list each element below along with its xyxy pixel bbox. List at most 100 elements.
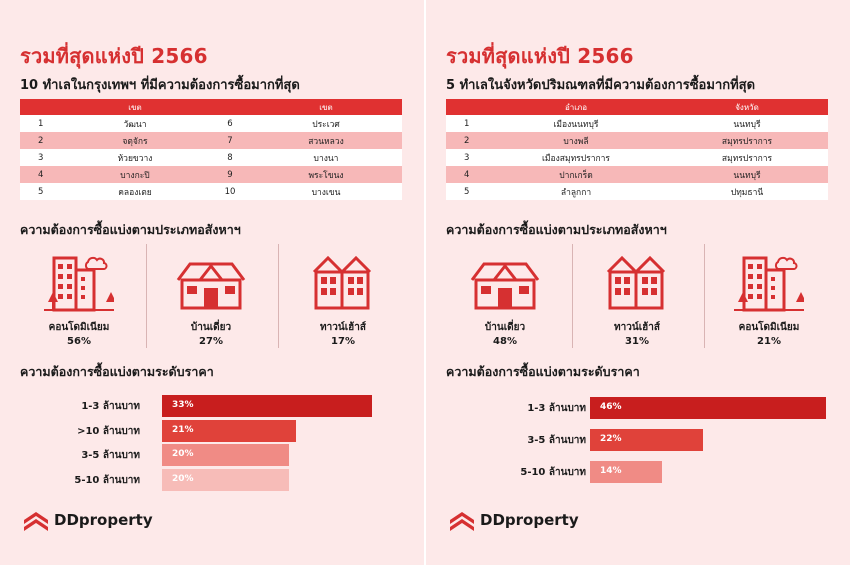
table-header	[210, 99, 250, 115]
price-bar-value: 14%	[600, 466, 622, 476]
type-label: บ้านเดี่ยว	[484, 322, 526, 333]
table-row: 5 คลองเตย 10 บางเขน	[20, 183, 402, 200]
rank-cell: 7	[210, 132, 250, 149]
type-label: คอนโดมิเนียม	[48, 322, 110, 333]
province-cell: นนทบุรี	[666, 115, 828, 132]
price-range-heading: ความต้องการซื้อแบ่งตามระดับราคา	[446, 364, 640, 379]
table-header: จังหวัด	[666, 99, 828, 115]
type-item: คอนโดมิเนียม 21%	[710, 244, 828, 354]
type-label: ทาวน์เฮ้าส์	[320, 322, 366, 333]
townhouse-icon	[606, 255, 666, 310]
district-cell: ลำลูกกา	[486, 183, 666, 200]
panel-title: รวมที่สุดแห่งปี 2566	[446, 44, 634, 68]
district-ranking-table: เขต เขต 1 วัฒนา 6 ประเวศ 2 จตุจักร 7 สวน…	[20, 99, 402, 200]
district-cell: บางกะปิ	[60, 166, 210, 183]
price-bar-row: 5-10 ล้านบาท 14%	[426, 461, 850, 483]
suburbs-panel: รวมที่สุดแห่งปี 2566 5 ทำเลในจังหวัดปริม…	[426, 0, 850, 565]
price-bar: 20%	[162, 468, 289, 491]
townhouse-icon	[312, 255, 372, 310]
table-row: 1 วัฒนา 6 ประเวศ	[20, 115, 402, 132]
rank-cell: 10	[210, 183, 250, 200]
district-cell: วัฒนา	[60, 115, 210, 132]
price-bar-row: 3-5 ล้านบาท 20%	[0, 444, 424, 466]
table-header	[446, 99, 486, 115]
table-header	[20, 99, 60, 115]
price-bar-row: >10 ล้านบาท 21%	[0, 419, 424, 442]
price-bar-value: 46%	[600, 402, 622, 412]
table-header: เขต	[250, 99, 402, 115]
house-icon	[470, 262, 540, 310]
logo-text: DDproperty	[480, 511, 579, 529]
district-cell: บางนา	[250, 149, 402, 166]
district-cell: พระโขนง	[250, 166, 402, 183]
price-bar: 33%	[162, 395, 372, 417]
type-percent: 48%	[493, 336, 517, 347]
property-type-heading: ความต้องการซื้อแบ่งตามประเภทอสังหาฯ	[20, 222, 241, 237]
condo-icon	[44, 256, 114, 312]
type-percent: 17%	[331, 336, 355, 347]
price-range-heading: ความต้องการซื้อแบ่งตามระดับราคา	[20, 364, 214, 379]
table-header-row: อำเภอ จังหวัด	[446, 99, 828, 115]
type-percent: 31%	[625, 336, 649, 347]
price-bar-label: 3-5 ล้านบาท	[81, 450, 140, 461]
price-bar-label: 5-10 ล้านบาท	[520, 467, 586, 478]
rank-cell: 6	[210, 115, 250, 132]
rank-cell: 2	[20, 132, 60, 149]
type-label: บ้านเดี่ยว	[190, 322, 232, 333]
ddproperty-logo-icon	[450, 512, 474, 531]
panel-title: รวมที่สุดแห่งปี 2566	[20, 44, 208, 68]
rank-cell: 9	[210, 166, 250, 183]
price-bar-label: 5-10 ล้านบาท	[74, 474, 140, 486]
district-cell: คลองเตย	[60, 183, 210, 200]
price-bar-value: 33%	[172, 400, 194, 410]
divider	[146, 244, 147, 348]
type-item: ทาวน์เฮ้าส์ 31%	[578, 244, 696, 354]
type-item: บ้านเดี่ยว 48%	[446, 244, 564, 354]
property-type-breakdown: บ้านเดี่ยว 48% ทาวน์เฮ้าส์ 31%	[446, 244, 828, 354]
price-bar: 46%	[590, 397, 826, 419]
district-cell: ปากเกร็ด	[486, 166, 666, 183]
rank-cell: 5	[20, 183, 60, 200]
table-header: อำเภอ	[486, 99, 666, 115]
table-row: 1 เมืองนนทบุรี นนทบุรี	[446, 115, 828, 132]
rank-cell: 8	[210, 149, 250, 166]
panel-subtitle: 5 ทำเลในจังหวัดปริมณฑลที่มีความต้องการซื…	[446, 78, 756, 93]
ddproperty-logo-icon	[24, 512, 48, 531]
price-bar: 14%	[590, 461, 662, 483]
type-percent: 27%	[199, 336, 223, 347]
divider	[278, 244, 279, 348]
province-cell: สมุทรปราการ	[666, 149, 828, 166]
price-bar-value: 22%	[600, 434, 622, 444]
district-ranking-table: อำเภอ จังหวัด 1 เมืองนนทบุรี นนทบุรี 2 บ…	[446, 99, 828, 200]
price-bar-value: 21%	[172, 424, 194, 435]
district-cell: สวนหลวง	[250, 132, 402, 149]
type-item: บ้านเดี่ยว 27%	[152, 244, 270, 354]
price-bar-row: 5-10 ล้านบาท 20%	[0, 468, 424, 491]
condo-icon	[734, 256, 804, 312]
rank-cell: 3	[446, 149, 486, 166]
table-row: 3 เมืองสมุทรปราการ สมุทรปราการ	[446, 149, 828, 166]
type-percent: 21%	[757, 336, 781, 347]
price-bar-label: 3-5 ล้านบาท	[527, 435, 586, 446]
table-row: 5 ลำลูกกา ปทุมธานี	[446, 183, 828, 200]
district-cell: ประเวศ	[250, 115, 402, 132]
table-row: 4 บางกะปิ 9 พระโขนง	[20, 166, 402, 183]
district-cell: เมืองสมุทรปราการ	[486, 149, 666, 166]
province-cell: สมุทรปราการ	[666, 132, 828, 149]
table-row: 3 ห้วยขวาง 8 บางนา	[20, 149, 402, 166]
table-header: เขต	[60, 99, 210, 115]
panel-subtitle: 10 ทำเลในกรุงเทพฯ ที่มีความต้องการซื้อมา…	[20, 78, 300, 93]
price-bar: 21%	[162, 419, 296, 442]
district-cell: จตุจักร	[60, 132, 210, 149]
price-bar: 22%	[590, 429, 703, 451]
table-header-row: เขต เขต	[20, 99, 402, 115]
district-cell: บางพลี	[486, 132, 666, 149]
price-bar: 20%	[162, 444, 289, 466]
table-row: 2 บางพลี สมุทรปราการ	[446, 132, 828, 149]
bangkok-panel: รวมที่สุดแห่งปี 2566 10 ทำเลในกรุงเทพฯ ท…	[0, 0, 424, 565]
property-type-heading: ความต้องการซื้อแบ่งตามประเภทอสังหาฯ	[446, 222, 667, 237]
rank-cell: 4	[446, 166, 486, 183]
price-bar-label: >10 ล้านบาท	[77, 425, 140, 437]
price-bar-label: 1-3 ล้านบาท	[81, 401, 140, 412]
price-bar-label: 1-3 ล้านบาท	[527, 403, 586, 414]
